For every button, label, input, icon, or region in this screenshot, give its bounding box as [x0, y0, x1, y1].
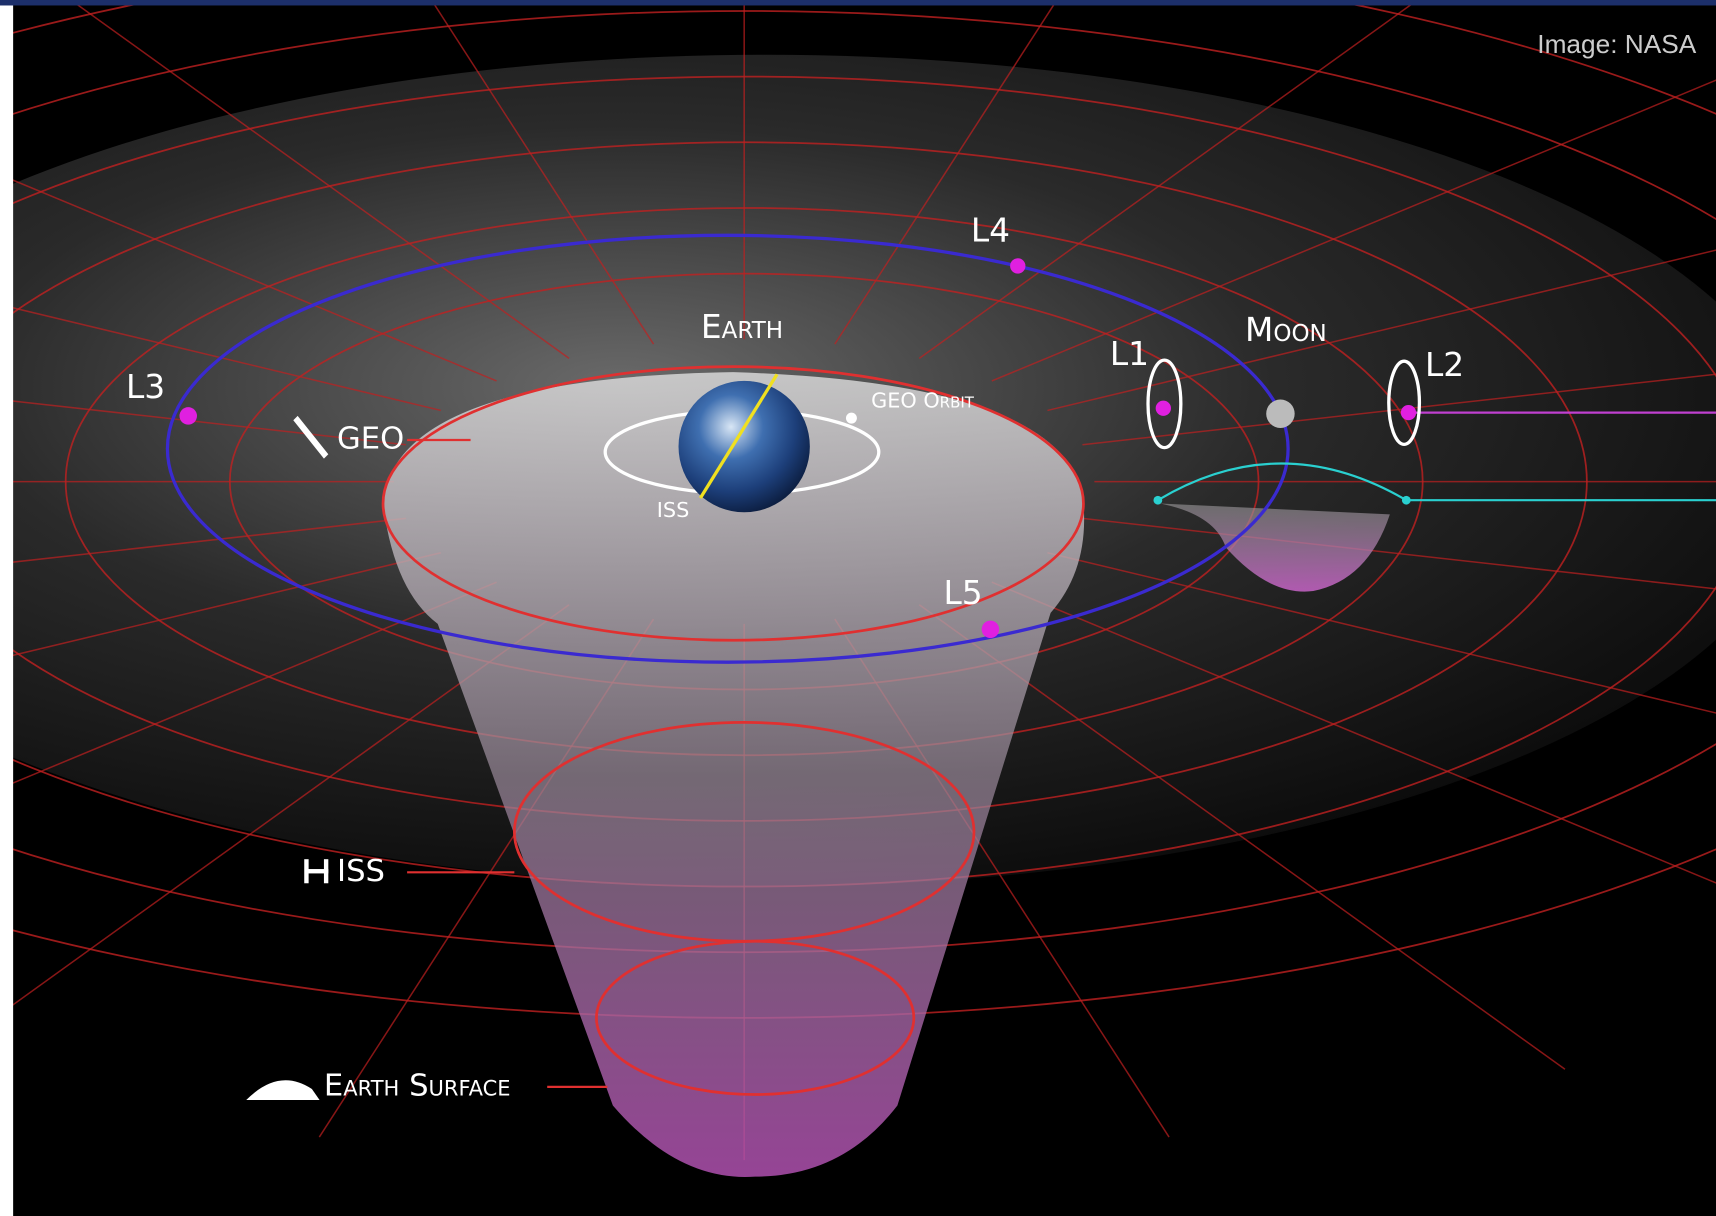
label: GEO [337, 421, 404, 456]
left-strip [0, 5, 14, 1216]
l4-point [1010, 258, 1026, 274]
grid-spoke [0, 303, 442, 412]
label: Earth [701, 308, 783, 346]
l2-halo-orbit [1387, 359, 1422, 447]
geo-satellite [845, 412, 857, 424]
grid-spoke [0, 173, 497, 382]
label: ISS [337, 854, 385, 889]
label: L3 [126, 368, 165, 406]
grid-spoke [991, 581, 1716, 884]
well-grid [381, 365, 1085, 1096]
cyan-dot [1401, 495, 1411, 505]
grid-spoke [0, 517, 406, 565]
moon [1266, 399, 1295, 428]
grid-spoke [991, 79, 1716, 382]
well-rim [381, 365, 1085, 642]
grid-spoke [1047, 249, 1716, 412]
l3-point [179, 407, 197, 425]
cyan-dot [1153, 495, 1163, 505]
l5-point [981, 620, 1000, 639]
iss-orbit [699, 373, 779, 499]
label: Moon [1245, 311, 1327, 349]
earth [678, 380, 810, 513]
label: L1 [1110, 335, 1149, 373]
moon-gravity-well [1160, 503, 1390, 592]
credit: Image: NASA [1537, 29, 1697, 59]
surface-icon [246, 1080, 320, 1100]
top-bar [0, 0, 1716, 6]
grid-spoke [0, 398, 406, 446]
label: L2 [1425, 346, 1464, 384]
l2-point [1400, 404, 1417, 421]
label: L5 [943, 574, 982, 612]
label: Earth Surface [324, 1068, 511, 1103]
grid-spoke [834, 0, 1058, 345]
satellite-icon [293, 415, 329, 459]
l1-halo-orbit [1146, 358, 1183, 450]
grid-spoke [1047, 551, 1716, 714]
l1-point [1155, 400, 1171, 416]
label: L4 [971, 212, 1010, 250]
grid-spoke [430, 0, 655, 345]
earth-gravity-well [383, 372, 1085, 1177]
grid-spoke [0, 551, 442, 660]
cyan-path [1157, 462, 1407, 502]
label: ISS [657, 498, 690, 522]
grid-spoke [0, 581, 497, 790]
moon-orbit [165, 233, 1290, 664]
iss-icon [306, 869, 329, 874]
label: GEO Orbit [871, 389, 975, 413]
grid-spoke [69, 0, 570, 359]
grid-spoke [918, 0, 1419, 359]
well-ring [595, 939, 916, 1096]
